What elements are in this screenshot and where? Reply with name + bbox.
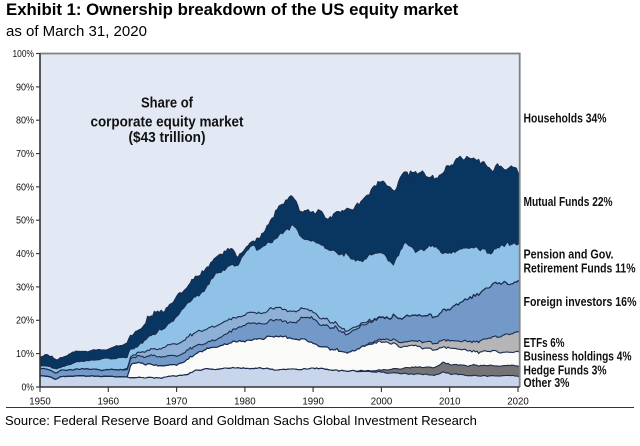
svg-text:70%: 70%	[16, 149, 34, 160]
svg-text:Mutual Funds 22%: Mutual Funds 22%	[524, 194, 613, 209]
svg-text:corporate equity market: corporate equity market	[91, 114, 244, 131]
svg-text:2000: 2000	[371, 395, 393, 407]
svg-text:30%: 30%	[16, 282, 34, 293]
svg-text:20%: 20%	[16, 316, 34, 327]
svg-text:80%: 80%	[16, 116, 34, 127]
svg-text:Foreign investors 16%: Foreign investors 16%	[524, 294, 637, 309]
svg-text:50%: 50%	[16, 216, 34, 227]
svg-text:Retirement Funds 11%: Retirement Funds 11%	[524, 261, 636, 276]
svg-text:90%: 90%	[16, 82, 34, 93]
svg-text:60%: 60%	[16, 182, 34, 193]
svg-text:1970: 1970	[166, 395, 188, 407]
svg-text:1950: 1950	[29, 395, 51, 407]
svg-text:0%: 0%	[22, 382, 35, 393]
svg-text:Pension and Gov.: Pension and Gov.	[524, 247, 614, 262]
svg-text:Other 3%: Other 3%	[524, 375, 570, 390]
svg-text:100%: 100%	[13, 49, 35, 60]
svg-text:40%: 40%	[16, 249, 34, 260]
svg-text:Households 34%: Households 34%	[524, 110, 607, 125]
svg-text:1980: 1980	[234, 395, 256, 407]
svg-text:Hedge Funds 3%: Hedge Funds 3%	[524, 363, 607, 378]
svg-text:2010: 2010	[439, 395, 461, 407]
svg-text:Share of: Share of	[141, 94, 194, 111]
svg-text:1960: 1960	[98, 395, 120, 407]
svg-text:Business holdings 4%: Business holdings 4%	[524, 349, 632, 364]
svg-text:($43 trillion): ($43 trillion)	[129, 129, 206, 146]
svg-text:10%: 10%	[16, 349, 34, 360]
svg-text:2020: 2020	[507, 395, 529, 407]
svg-text:ETFs 6%: ETFs 6%	[524, 335, 565, 350]
svg-text:1990: 1990	[302, 395, 324, 407]
